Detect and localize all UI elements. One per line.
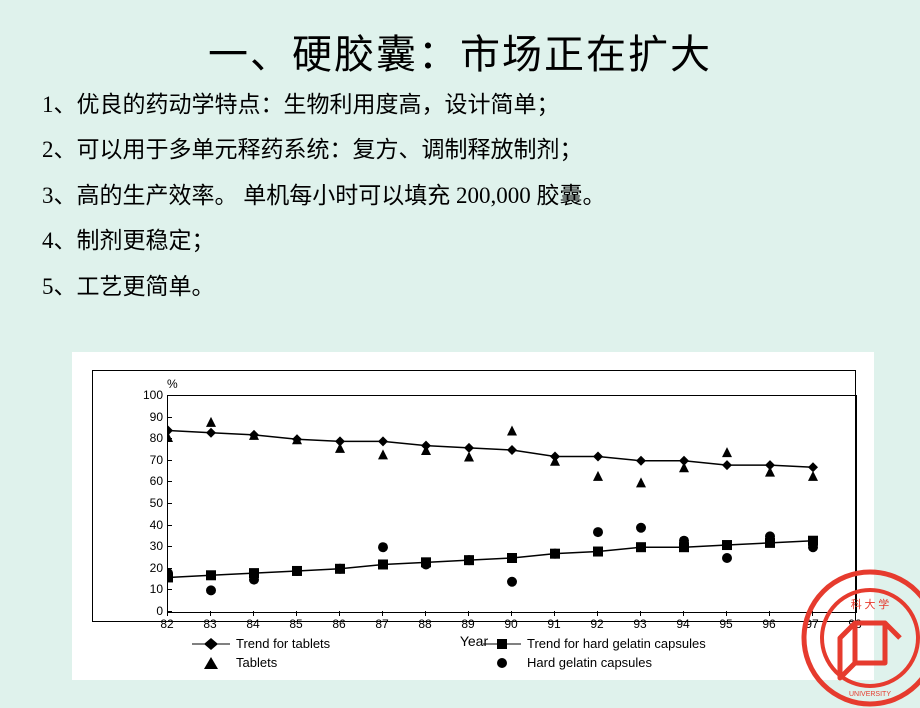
x-tick-label: 83 [203,617,216,631]
page-title: 一、硬胶囊：市场正在扩大 [0,0,920,80]
legend-item: Trend for tablets [192,636,483,651]
y-tick-label: 10 [139,582,163,596]
legend-item: Tablets [192,655,483,670]
y-tick-label: 40 [139,518,163,532]
svg-text:科 大 学: 科 大 学 [851,597,890,611]
chart-container: % 0 10 20 30 40 50 60 70 80 90 100 82 83 84 85 86 87 88 8… [72,352,874,680]
x-tick-label: 94 [676,617,689,631]
bullet-item: 5、工艺更简单。 [42,266,878,307]
circle-icon [483,656,521,670]
legend-label: Tablets [236,655,277,670]
y-tick-label: 90 [139,410,163,424]
x-tick-label: 88 [418,617,431,631]
y-tick-label: 100 [139,388,163,402]
legend-item: Trend for hard gelatin capsules [483,636,774,651]
chart-frame: % 0102030405060708090100 828384858687888… [92,370,856,622]
y-tick-label: 60 [139,474,163,488]
triangle-icon [192,656,230,670]
svg-text:UNIVERSITY: UNIVERSITY [849,691,891,698]
y-tick-label: 70 [139,453,163,467]
y-tick-label: 30 [139,539,163,553]
bullet-item: 3、高的生产效率。 单机每小时可以填充 200,000 胶囊。 [42,175,878,216]
x-tick-label: 95 [719,617,732,631]
bullet-item: 2、可以用于多单元释药系统：复方、调制释放制剂； [42,129,878,170]
x-tick-label: 92 [590,617,603,631]
legend-label: Trend for tablets [236,636,330,651]
diamond-icon [192,637,230,651]
x-tick-label: 85 [289,617,302,631]
bullet-item: 1、优良的药动学特点：生物利用度高，设计简单； [42,84,878,125]
university-logo: 科 大 学 UNIVERSITY [800,568,920,708]
y-tick-label: 80 [139,431,163,445]
x-tick-label: 84 [246,617,259,631]
legend-item: Hard gelatin capsules [483,655,774,670]
chart-legend: Trend for tablets Trend for hard gelatin… [72,634,874,672]
x-tick-label: 93 [633,617,646,631]
x-tick-label: 89 [461,617,474,631]
bullet-list: 1、优良的药动学特点：生物利用度高，设计简单； 2、可以用于多单元释药系统：复方… [0,80,920,307]
y-tick-label: 50 [139,496,163,510]
y-unit-label: % [167,377,178,391]
x-tick-label: 82 [160,617,173,631]
x-tick-label: 96 [762,617,775,631]
legend-label: Trend for hard gelatin capsules [527,636,706,651]
chart-svg [168,396,856,612]
square-icon [483,637,521,651]
x-tick-label: 90 [504,617,517,631]
y-tick-label: 0 [139,604,163,618]
x-tick-label: 91 [547,617,560,631]
y-tick-label: 20 [139,561,163,575]
plot-area [167,395,857,613]
x-tick-label: 86 [332,617,345,631]
x-tick-label: 87 [375,617,388,631]
legend-label: Hard gelatin capsules [527,655,652,670]
bullet-item: 4、制剂更稳定； [42,220,878,261]
